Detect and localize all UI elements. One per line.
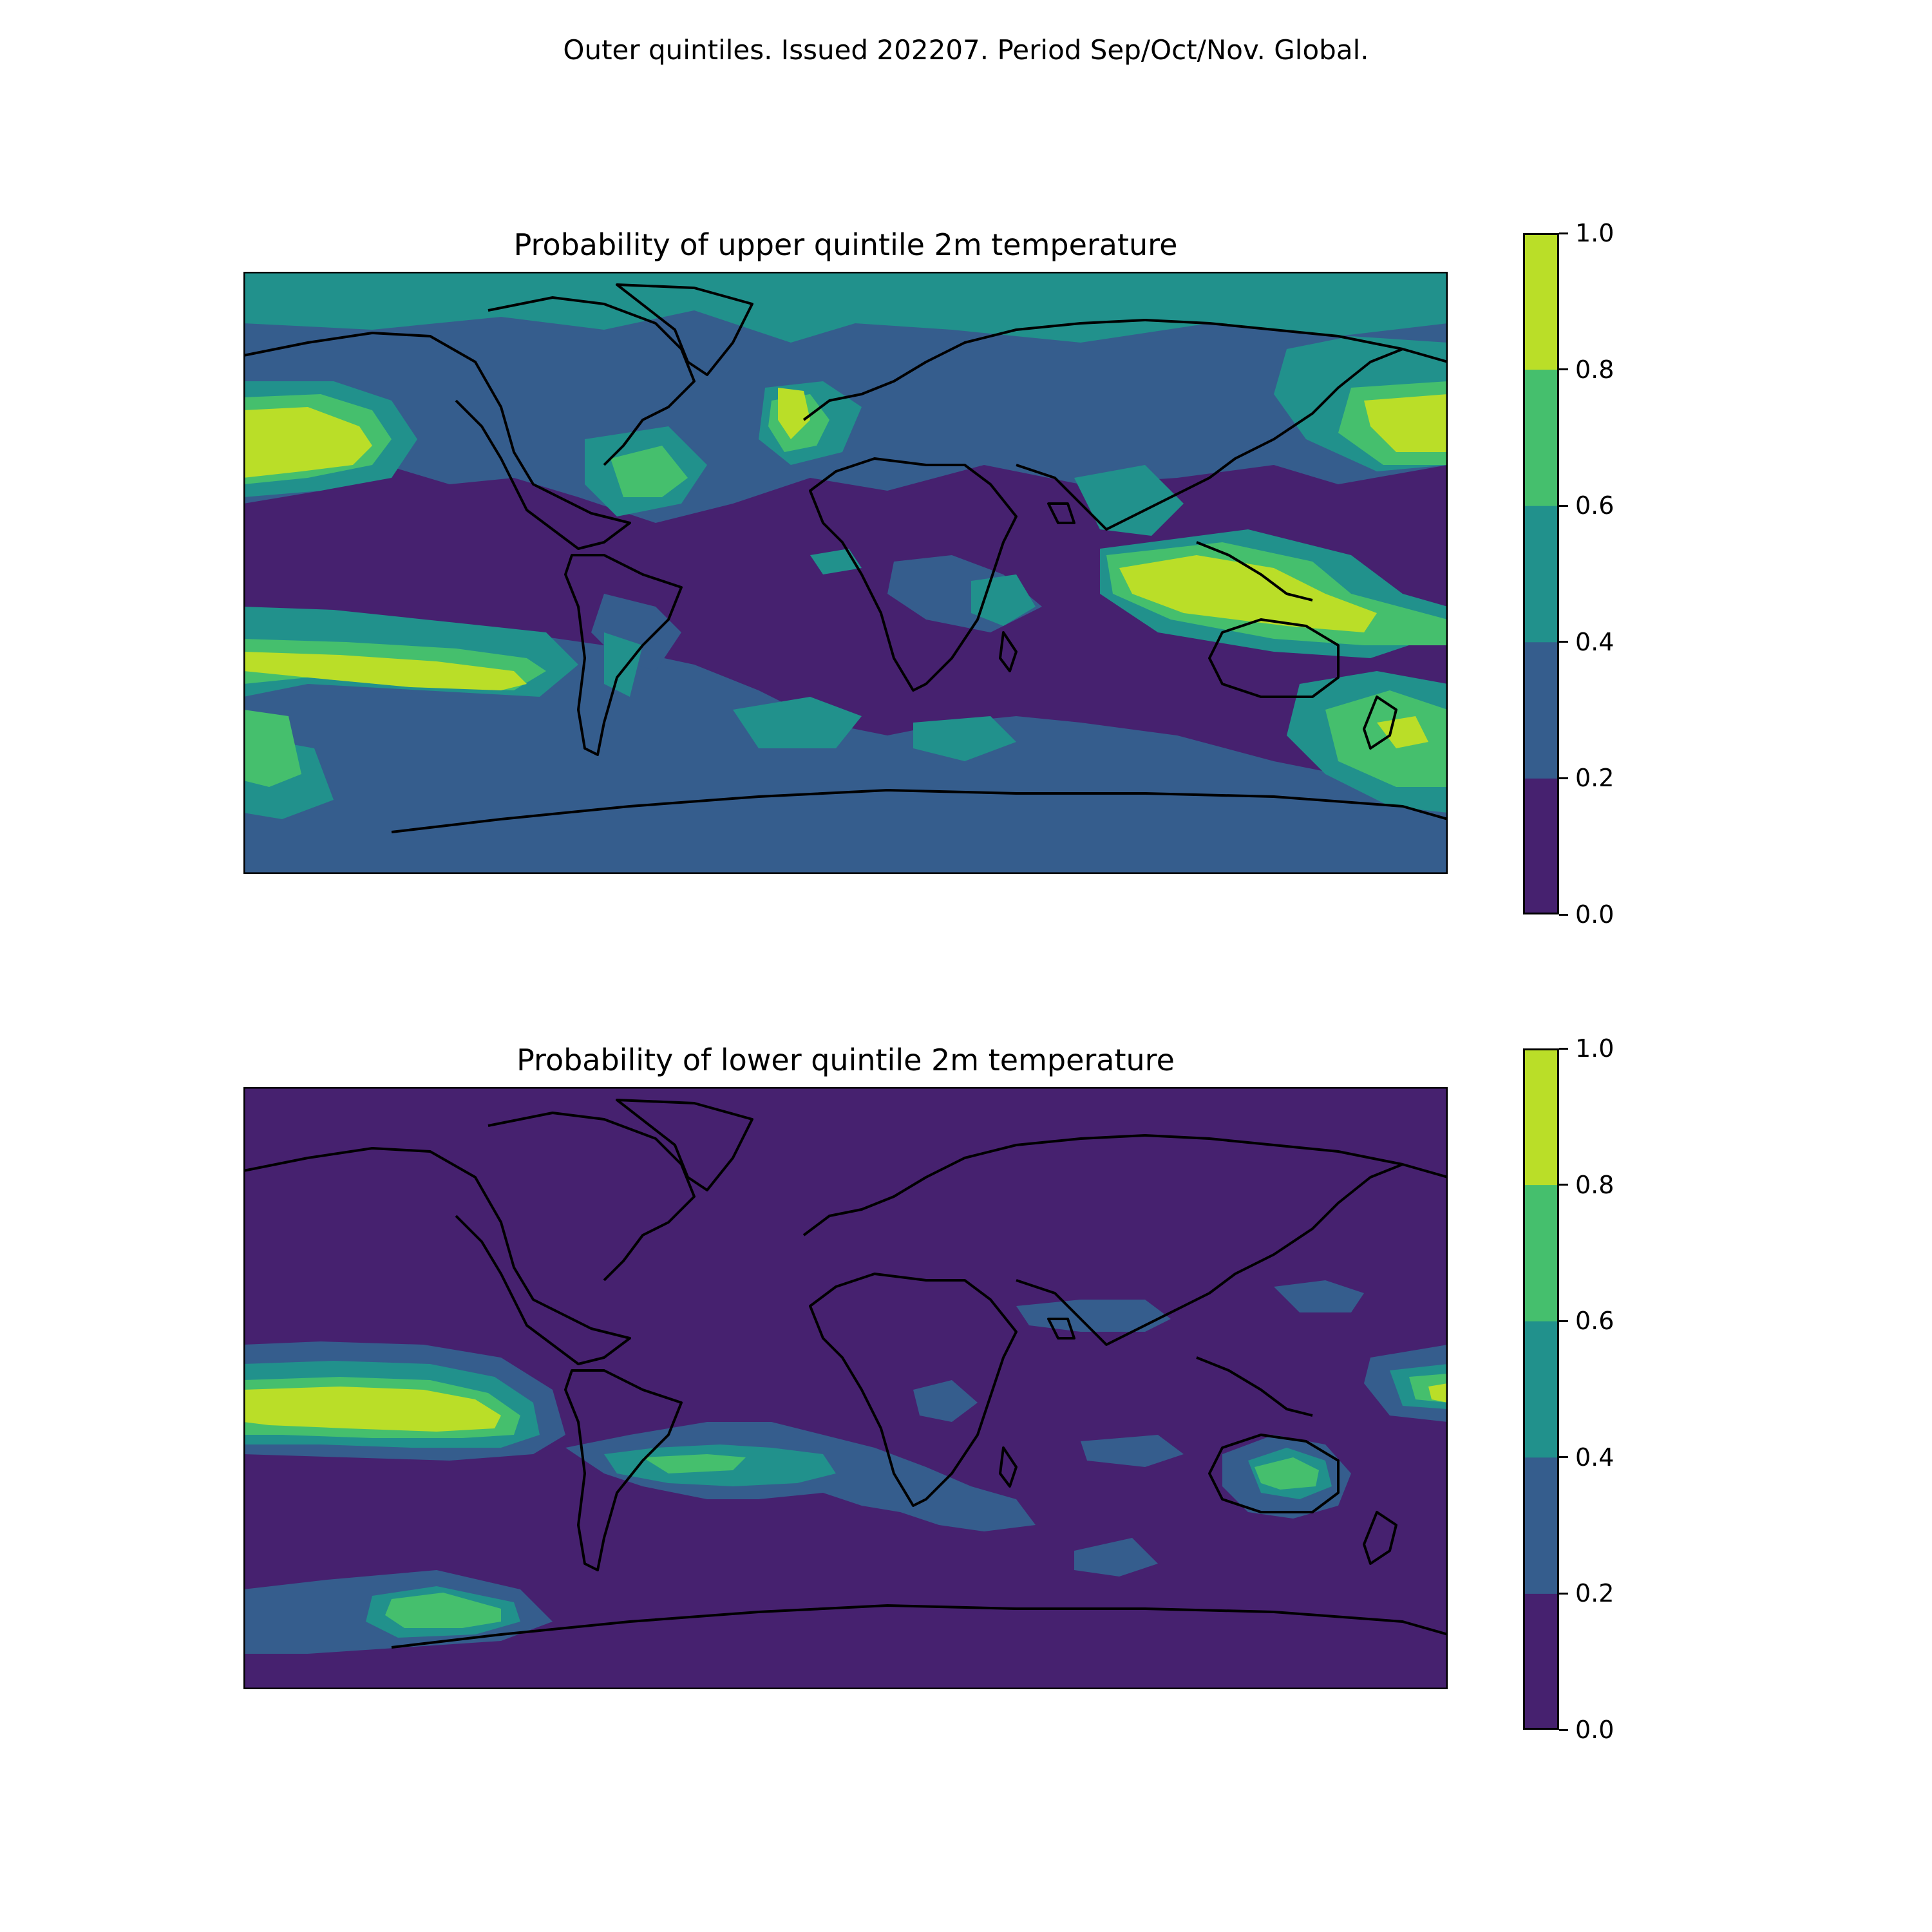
upper-colorbar-tick-label: 0.2 [1575,764,1615,793]
upper-colorbar-tick-label: 0.6 [1575,491,1615,520]
lower-quintile-map [243,1087,1448,1689]
upper-colorbar-tick-mark [1559,232,1568,234]
lower-colorbar-band [1523,1048,1559,1186]
lower-coastlines [243,1099,1448,1649]
upper-colorbar-band [1523,506,1559,643]
upper-colorbar-band [1523,233,1559,370]
lower-contours-0.8-1.0 [243,1383,1448,1432]
upper-colorbar-band [1523,641,1559,779]
upper-colorbar-tick-label: 0.0 [1575,900,1615,929]
upper-colorbar-tick-label: 1.0 [1575,219,1615,247]
lower-colorbar-tick-mark [1559,1184,1568,1186]
upper-colorbar [1523,233,1559,914]
upper-colorbar-tick-label: 0.4 [1575,627,1615,656]
lower-colorbar-band [1523,1184,1559,1321]
lower-colorbar-tick-label: 0.8 [1575,1170,1615,1199]
lower-colorbar-band [1523,1457,1559,1594]
upper-colorbar-band [1523,778,1559,914]
lower-colorbar-tick-label: 1.0 [1575,1034,1615,1063]
lower-colorbar-tick-mark [1559,1592,1568,1595]
lower-colorbar-tick-label: 0.2 [1575,1579,1615,1608]
lower-colorbar-tick-mark [1559,1047,1568,1050]
lower-colorbar-tick-mark [1559,1728,1568,1731]
lower-map-frame [243,1087,1448,1689]
lower-colorbar-tick-mark [1559,1320,1568,1322]
upper-colorbar-tick-mark [1559,913,1568,916]
lower-colorbar-tick-label: 0.0 [1575,1716,1615,1744]
upper-colorbar-tick-mark [1559,641,1568,643]
upper-colorbar-band [1523,369,1559,506]
upper-quintile-map [243,272,1448,874]
lower-colorbar-band [1523,1321,1559,1458]
upper-coastlines [243,283,1448,833]
lower-colorbar-tick-label: 0.4 [1575,1443,1615,1472]
lower-colorbar-band [1523,1593,1559,1730]
upper-map-frame [243,272,1448,874]
upper-colorbar-tick-label: 0.8 [1575,355,1615,384]
lower-colorbar-tick-mark [1559,1456,1568,1459]
upper-contours-0.8-1.0 [243,388,1448,748]
upper-colorbar-tick-mark [1559,368,1568,371]
lower-panel-title: Probability of lower quintile 2m tempera… [516,1043,1175,1077]
figure-title: Outer quintiles. Issued 202207. Period S… [563,34,1369,66]
lower-colorbar-tick-label: 0.6 [1575,1307,1615,1336]
upper-colorbar-tick-mark [1559,777,1568,779]
upper-panel-title: Probability of upper quintile 2m tempera… [513,227,1178,262]
lower-colorbar [1523,1048,1559,1730]
upper-colorbar-tick-mark [1559,504,1568,507]
